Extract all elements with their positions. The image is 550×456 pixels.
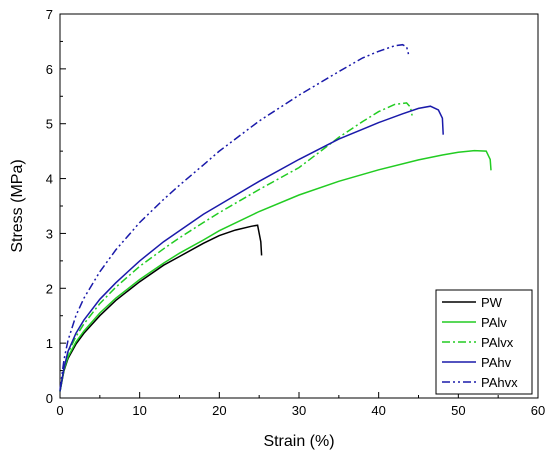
x-axis-title: Strain (%): [263, 433, 334, 450]
series-line-pahv: [59, 105, 444, 392]
y-axis-title: Stress (MPa): [9, 159, 26, 252]
series-line-pahvx: [59, 43, 410, 390]
x-tick-label: 0: [56, 403, 63, 418]
legend-box: [435, 289, 533, 395]
x-axis: 0 10 20 30 40 50 60: [56, 392, 545, 418]
y-tick-label: 4: [46, 172, 53, 187]
x-tick-label: 60: [531, 403, 545, 418]
legend-label-pahvx: PAhvx: [481, 375, 518, 390]
series-line-pw: [59, 224, 263, 392]
x-tick-label: 30: [292, 403, 306, 418]
legend-label-palv: PAlv: [481, 315, 507, 330]
legend-label-palvx: PAlvx: [481, 335, 514, 350]
x-tick-label: 40: [371, 403, 385, 418]
y-tick-label: 2: [46, 281, 53, 296]
y-tick-label: 5: [46, 117, 53, 132]
series-line-palv: [59, 149, 492, 392]
x-tick-label: 50: [451, 403, 465, 418]
x-tick-label: 10: [132, 403, 146, 418]
legend-label-pw: PW: [481, 295, 503, 310]
legend: PW PAlv PAlvx PAhv PAhvx: [435, 289, 533, 395]
legend-label-pahv: PAhv: [481, 355, 512, 370]
series-lines: [59, 43, 492, 392]
y-tick-label: 7: [46, 7, 53, 22]
x-tick-label: 20: [212, 403, 226, 418]
y-tick-label: 1: [46, 336, 53, 351]
series-line-palvx: [59, 102, 413, 392]
y-tick-label: 6: [46, 62, 53, 77]
y-tick-label: 3: [46, 226, 53, 241]
y-axis: 0 1 2 3 4 5 6 7: [46, 7, 66, 406]
y-tick-label: 0: [46, 391, 53, 406]
